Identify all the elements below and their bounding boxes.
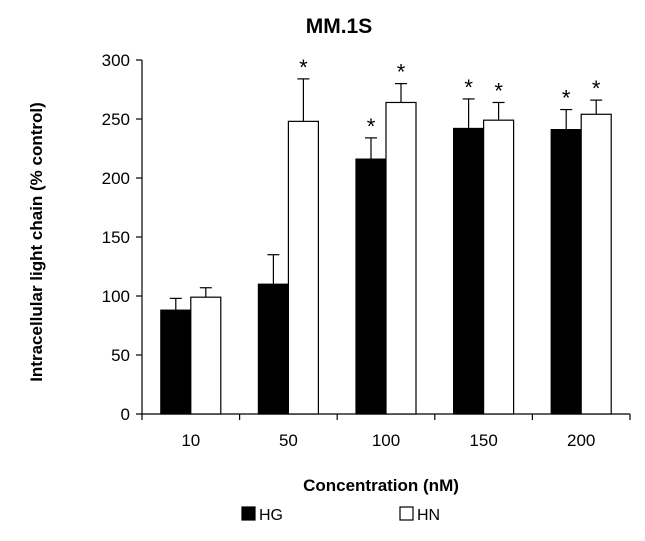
y-axis-label: Intracellular light chain (% control) bbox=[27, 102, 46, 382]
x-tick-label: 200 bbox=[567, 431, 595, 450]
plot-area: 0 50 100 150 200 250 300 10 50 100 150 200 * * * * * * * bbox=[102, 51, 631, 450]
legend-swatch-hg bbox=[241, 506, 256, 521]
y-tick-label: 100 bbox=[102, 287, 130, 306]
x-tick-label: 10 bbox=[181, 431, 200, 450]
y-tick-label: 200 bbox=[102, 169, 130, 188]
bar-hg bbox=[257, 283, 289, 415]
bar-hn bbox=[287, 120, 319, 415]
significance-marker: * bbox=[367, 114, 376, 139]
y-tick-label: 50 bbox=[111, 346, 130, 365]
legend: HG HN bbox=[241, 506, 440, 524]
significance-marker: * bbox=[397, 60, 406, 85]
y-tick-label: 0 bbox=[121, 405, 130, 424]
significance-marker: * bbox=[494, 78, 503, 103]
x-axis-label: Concentration (nM) bbox=[303, 476, 459, 495]
bar-hg bbox=[453, 127, 485, 415]
y-tick-label: 300 bbox=[102, 51, 130, 70]
x-tick-label: 100 bbox=[372, 431, 400, 450]
legend-label-hn: HN bbox=[417, 507, 440, 524]
y-tick-label: 250 bbox=[102, 110, 130, 129]
bar-hn bbox=[190, 296, 222, 415]
bar-hg bbox=[550, 129, 582, 415]
bar-hn bbox=[580, 113, 612, 415]
bar-hg bbox=[355, 158, 387, 415]
chart-title: MM.1S bbox=[306, 15, 373, 38]
significance-marker: * bbox=[562, 86, 571, 111]
significance-marker: * bbox=[592, 76, 601, 101]
legend-label-hg: HG bbox=[259, 507, 283, 524]
significance-marker: * bbox=[464, 75, 473, 100]
significance-marker: * bbox=[299, 55, 308, 80]
legend-swatch-hn bbox=[399, 506, 414, 521]
bar-hn bbox=[483, 119, 515, 415]
y-tick-label: 150 bbox=[102, 228, 130, 247]
bar-hg bbox=[160, 309, 192, 415]
bar-hn bbox=[385, 101, 417, 415]
x-tick-label: 150 bbox=[469, 431, 497, 450]
x-tick-label: 50 bbox=[279, 431, 298, 450]
